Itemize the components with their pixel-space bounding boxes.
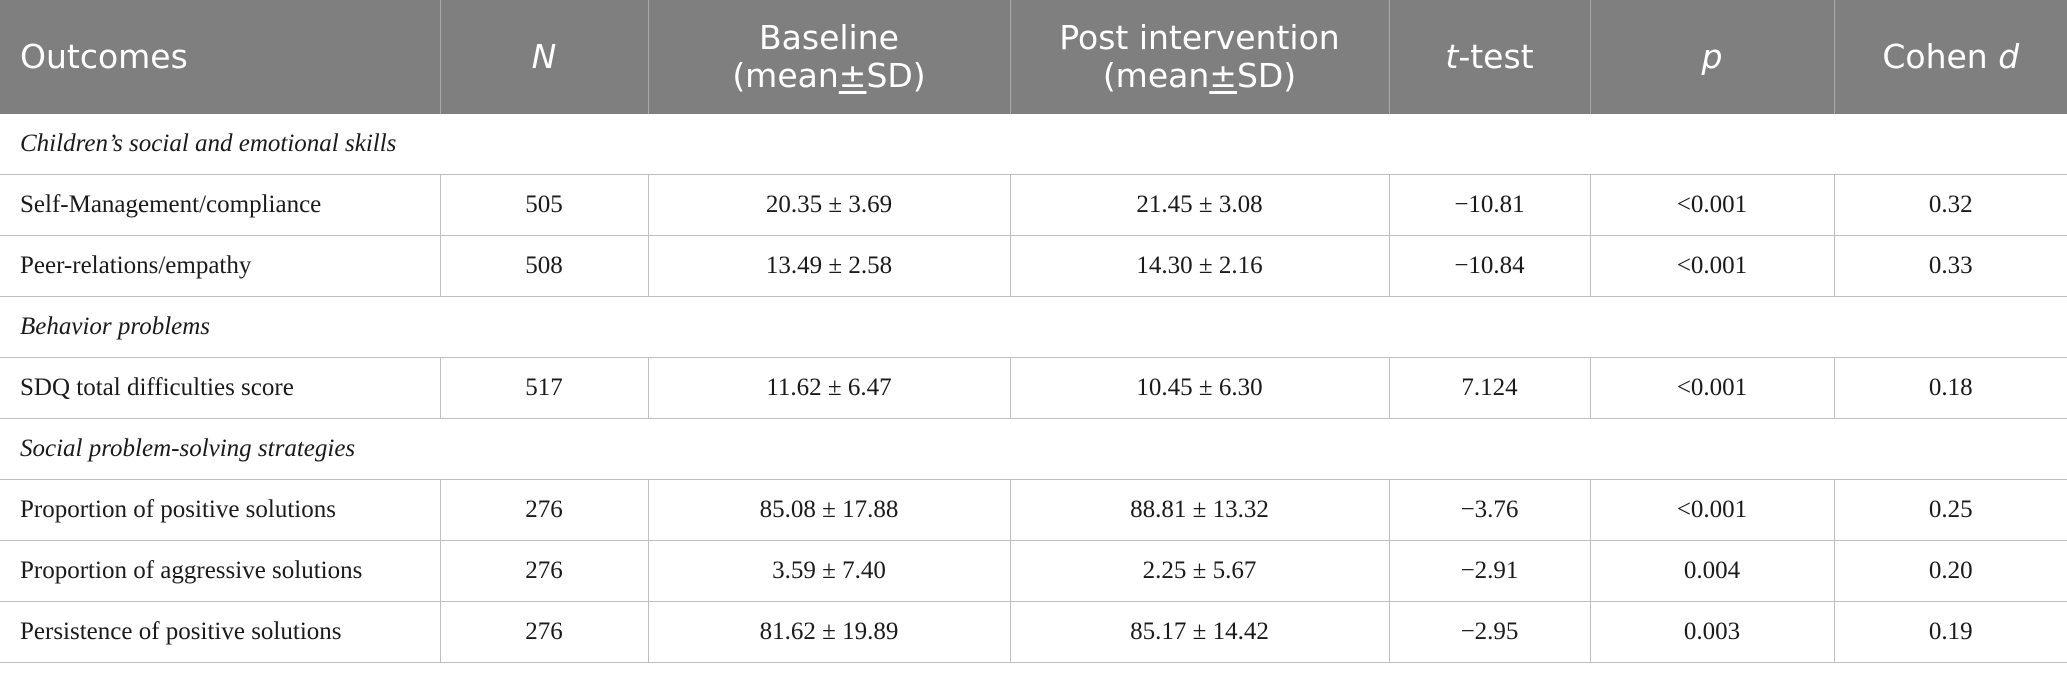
table-row: Proportion of aggressive solutions 276 3…	[0, 540, 2067, 602]
header-baseline-pm: ±	[838, 56, 867, 95]
section-row: Children’s social and emotional skills	[0, 114, 2067, 175]
cell-post: 2.25 ± 5.67	[1010, 540, 1390, 602]
header-baseline-mean: (mean	[732, 56, 839, 95]
cell-outcome: Self-Management/compliance	[0, 174, 441, 236]
header-outcomes: Outcomes	[0, 0, 441, 114]
header-cohen-label: Cohen	[1882, 37, 1999, 76]
cell-t: 7.124	[1389, 357, 1591, 419]
cell-n: 508	[440, 235, 649, 297]
header-ttest: t-test	[1389, 0, 1591, 114]
table-row: Persistence of positive solutions 276 81…	[0, 601, 2067, 663]
header-p: p	[1590, 0, 1835, 114]
cell-n: 517	[440, 357, 649, 419]
cell-baseline: 11.62 ± 6.47	[648, 357, 1011, 419]
header-n: N	[440, 0, 649, 114]
cell-p: <0.001	[1590, 357, 1835, 419]
section-title: Behavior problems	[0, 296, 2067, 358]
table-row: Self-Management/compliance 505 20.35 ± 3…	[0, 174, 2067, 236]
cell-post: 21.45 ± 3.08	[1010, 174, 1390, 236]
header-n-label: N	[531, 37, 557, 76]
cell-p: 0.003	[1590, 601, 1835, 663]
section-row: Social problem-solving strategies	[0, 418, 2067, 480]
cell-post: 85.17 ± 14.42	[1010, 601, 1390, 663]
cell-post: 88.81 ± 13.32	[1010, 479, 1390, 541]
header-post-mean: (mean	[1102, 56, 1210, 95]
section-title: Children’s social and emotional skills	[0, 114, 2067, 175]
cell-post: 10.45 ± 6.30	[1010, 357, 1390, 419]
cell-d: 0.25	[1834, 479, 2067, 541]
cell-t: −2.95	[1389, 601, 1591, 663]
header-post-pm: ±	[1209, 56, 1237, 95]
cell-t: −10.81	[1389, 174, 1591, 236]
header-baseline: Baseline (mean±SD)	[648, 0, 1011, 114]
header-post: Post intervention (mean±SD)	[1010, 0, 1390, 114]
cell-n: 276	[440, 601, 649, 663]
header-p-label: p	[1701, 37, 1723, 76]
cell-d: 0.32	[1834, 174, 2067, 236]
cell-p: <0.001	[1590, 235, 1835, 297]
cell-t: −2.91	[1389, 540, 1591, 602]
cell-outcome: Proportion of aggressive solutions	[0, 540, 441, 602]
table-header: Outcomes N Baseline (mean±SD) Post inter…	[0, 0, 2067, 114]
cell-outcome: Peer-relations/empathy	[0, 235, 441, 297]
table-row: SDQ total difficulties score 517 11.62 ±…	[0, 357, 2067, 419]
cell-outcome: Persistence of positive solutions	[0, 601, 441, 663]
cell-d: 0.18	[1834, 357, 2067, 419]
header-cohen-d: Cohen d	[1834, 0, 2067, 114]
cell-d: 0.20	[1834, 540, 2067, 602]
header-baseline-sd: SD)	[866, 56, 926, 95]
cell-baseline: 81.62 ± 19.89	[648, 601, 1011, 663]
cell-outcome: Proportion of positive solutions	[0, 479, 441, 541]
header-row: Outcomes N Baseline (mean±SD) Post inter…	[0, 0, 2067, 114]
cell-d: 0.33	[1834, 235, 2067, 297]
cell-p: <0.001	[1590, 174, 1835, 236]
cell-post: 14.30 ± 2.16	[1010, 235, 1390, 297]
results-table: Outcomes N Baseline (mean±SD) Post inter…	[0, 0, 2067, 663]
cell-n: 276	[440, 479, 649, 541]
cell-n: 276	[440, 540, 649, 602]
header-ttest-t: t	[1445, 37, 1459, 76]
cell-d: 0.19	[1834, 601, 2067, 663]
cell-outcome: SDQ total difficulties score	[0, 357, 441, 419]
header-post-sd: SD)	[1236, 56, 1297, 95]
header-baseline-line1: Baseline	[759, 18, 899, 57]
cell-t: −3.76	[1389, 479, 1591, 541]
header-cohen-d-label: d	[1998, 37, 2020, 76]
cell-t: −10.84	[1389, 235, 1591, 297]
cell-baseline: 85.08 ± 17.88	[648, 479, 1011, 541]
header-post-line1: Post intervention	[1059, 18, 1340, 57]
table-body: Children’s social and emotional skills S…	[0, 114, 2067, 663]
cell-baseline: 3.59 ± 7.40	[648, 540, 1011, 602]
cell-baseline: 20.35 ± 3.69	[648, 174, 1011, 236]
table-row: Proportion of positive solutions 276 85.…	[0, 479, 2067, 541]
cell-p: <0.001	[1590, 479, 1835, 541]
cell-n: 505	[440, 174, 649, 236]
header-ttest-rest: -test	[1458, 37, 1534, 76]
section-row: Behavior problems	[0, 296, 2067, 358]
cell-baseline: 13.49 ± 2.58	[648, 235, 1011, 297]
table-row: Peer-relations/empathy 508 13.49 ± 2.58 …	[0, 235, 2067, 297]
section-title: Social problem-solving strategies	[0, 418, 2067, 480]
cell-p: 0.004	[1590, 540, 1835, 602]
